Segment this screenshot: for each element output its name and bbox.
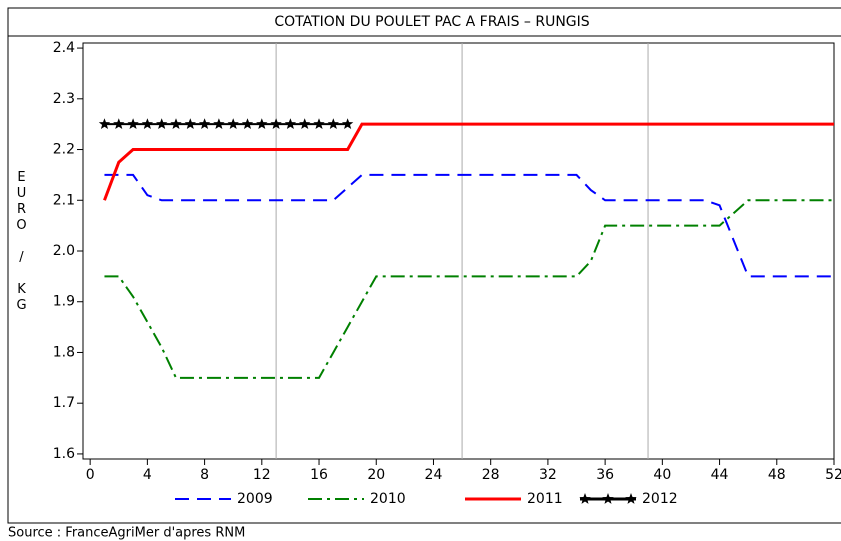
point-marker (256, 118, 268, 129)
x-tick-label: 32 (539, 467, 557, 483)
point-marker (227, 118, 239, 129)
series-line (103, 122, 834, 201)
point-marker (270, 118, 282, 129)
x-tick-label: 4 (143, 467, 152, 483)
legend-marker (625, 493, 637, 504)
legend-marker (602, 493, 614, 504)
y-tick-label: 1.7 (53, 395, 75, 411)
x-tick-label: 0 (86, 467, 95, 483)
y-tick-label: 2.3 (53, 91, 75, 107)
point-marker (156, 118, 168, 129)
point-marker (98, 118, 111, 129)
series-line (104, 199, 834, 379)
x-tick-label: 40 (653, 467, 671, 483)
legend-marker (579, 493, 591, 504)
x-tick-label: 48 (768, 467, 786, 483)
point-marker (127, 118, 139, 129)
legend-label: 2010 (370, 491, 406, 507)
point-marker (341, 118, 354, 129)
y-tick-label: 1.8 (53, 344, 75, 360)
point-marker (327, 118, 339, 129)
point-marker (170, 118, 182, 129)
x-tick-label: 36 (596, 467, 614, 483)
x-tick-label: 20 (367, 467, 385, 483)
y-tick-label: 2.1 (53, 192, 75, 208)
y-tick-label: 1.6 (53, 446, 75, 462)
plot-area (82, 42, 835, 460)
y-axis-label: EURO / KG (14, 170, 29, 314)
chart-title: COTATION DU POULET PAC A FRAIS – RUNGIS (274, 14, 589, 30)
y-tick-label: 1.9 (53, 294, 75, 310)
x-tick-label: 52 (825, 467, 841, 483)
x-tick-label: 44 (711, 467, 729, 483)
point-marker (198, 118, 211, 129)
x-tick-label: 12 (253, 467, 271, 483)
legend-label: 2012 (642, 491, 678, 507)
point-marker (299, 118, 311, 129)
x-tick-label: 16 (310, 467, 328, 483)
y-tick-label: 2.4 (53, 40, 75, 56)
point-marker (213, 118, 225, 129)
source: Source : FranceAgriMer d'apres RNM (8, 526, 245, 541)
series-line (104, 173, 834, 278)
point-marker (313, 118, 325, 129)
point-marker (284, 118, 297, 129)
frame (7, 7, 841, 524)
point-marker (184, 118, 196, 129)
y-tick-label: 2.2 (53, 142, 75, 158)
point-marker (241, 118, 254, 129)
x-tick-label: 28 (482, 467, 500, 483)
point-marker (141, 118, 154, 129)
legend-label: 2011 (527, 491, 563, 507)
legend-label: 2009 (237, 491, 273, 507)
x-tick-label: 8 (200, 467, 209, 483)
y-tick-label: 2.0 (53, 243, 75, 259)
point-marker (113, 118, 125, 129)
x-tick-label: 24 (425, 467, 443, 483)
